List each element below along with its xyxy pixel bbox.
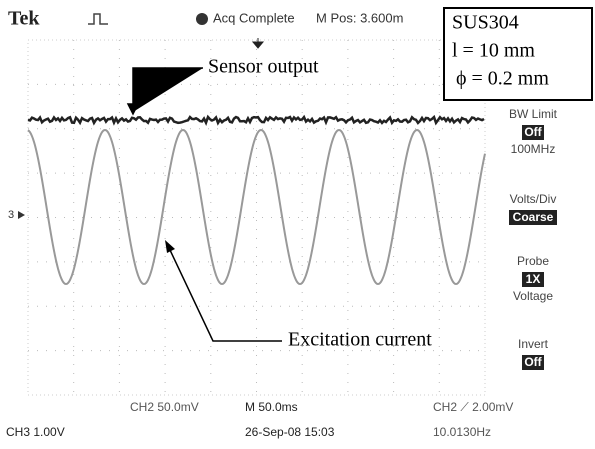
menu-value: Off — [524, 355, 542, 369]
inset-diameter: ϕ = 0.2 mm — [456, 68, 549, 90]
menu-title: BW Limit — [509, 107, 558, 121]
date-time: 26-Sep-08 15:03 — [245, 425, 335, 439]
frequency: 10.0130Hz — [433, 425, 491, 439]
scope-screenshot: Tek Acq Complete M Pos: 3.600m 3 Sensor … — [0, 0, 595, 444]
menu-extra: Voltage — [513, 289, 553, 303]
menu-value: Off — [524, 125, 542, 139]
inset-length: l = 10 mm — [452, 40, 535, 62]
trigger-level: CH2 ⟋ 2.00mV — [433, 400, 513, 414]
brand: Tek — [8, 8, 40, 30]
status-dot — [196, 13, 208, 25]
excitation-label: Excitation current — [288, 329, 432, 351]
ch2-scale: CH2 50.0mV — [130, 400, 199, 414]
menu-title: Invert — [518, 337, 549, 351]
menu-title: Volts/Div — [510, 192, 557, 206]
acq-status: Acq Complete — [213, 10, 295, 25]
sensor-label: Sensor output — [208, 56, 319, 78]
timebase: M 50.0ms — [245, 400, 298, 414]
menu-extra: 100MHz — [511, 142, 556, 156]
menu-value: 1X — [526, 272, 541, 286]
inset-material: SUS304 — [452, 12, 519, 34]
ch3-scale: CH3 1.00V — [6, 425, 65, 439]
channel-marker: 3 — [8, 209, 14, 221]
position: M Pos: 3.600m — [316, 10, 403, 25]
menu-value: Coarse — [513, 210, 554, 224]
menu-title: Probe — [517, 254, 549, 268]
